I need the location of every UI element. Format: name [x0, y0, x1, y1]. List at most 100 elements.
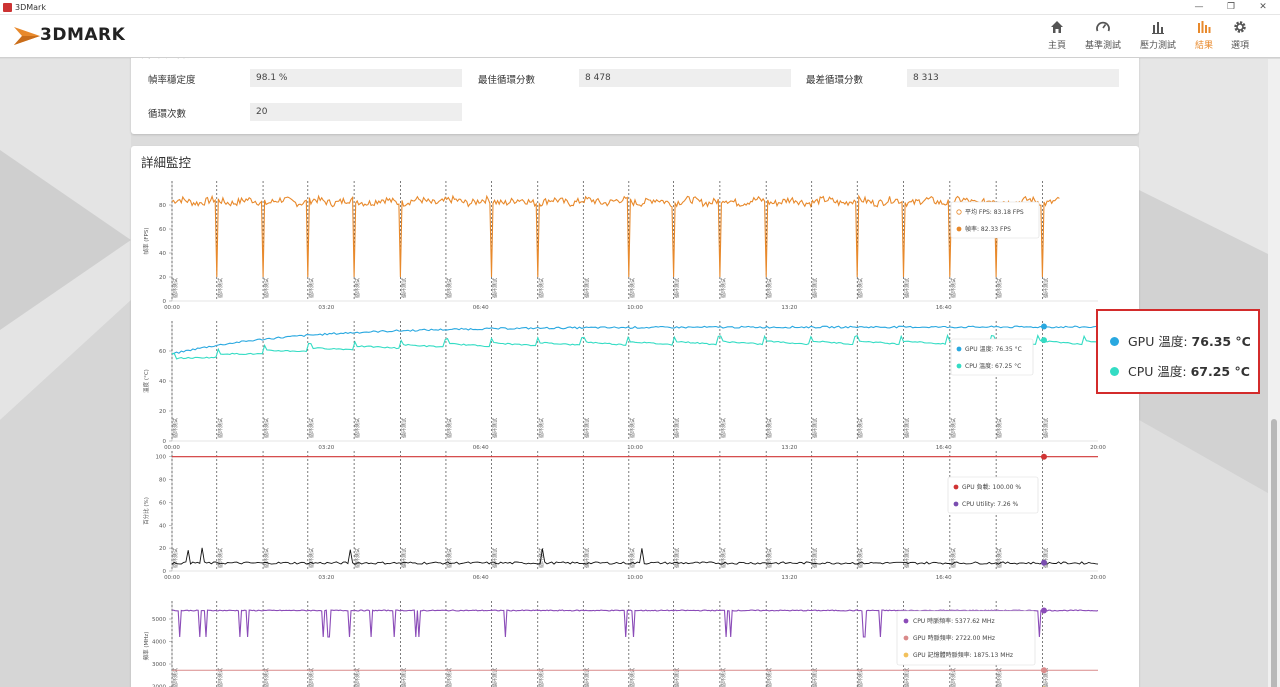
loop-marker-label: 循环测试 — [629, 548, 636, 568]
callout-cpu-temp-name: CPU 溫度: — [1128, 364, 1187, 379]
cpu-util-cursor-dot — [1040, 559, 1047, 566]
y-tick-label: 40 — [159, 523, 166, 529]
stat-value-framerate-stability: 98.1 % — [250, 69, 462, 87]
fps-legend-box — [950, 201, 1040, 239]
3dmark-logo-icon — [14, 27, 40, 45]
cpu-clock-cursor-dot — [1040, 607, 1047, 614]
monitoring-charts[interactable]: 0 20 40 60 80 幀率 (FPS) 00:00 03:20 06:40 10:00 13:… — [131, 146, 1139, 687]
home-icon — [1051, 21, 1063, 33]
fps-legend-dot — [956, 226, 962, 232]
cpu-clock-legend-text: CPU 時脈頻率: 5377.62 MHz — [913, 617, 995, 625]
loop-marker-label: 循环测试 — [766, 278, 773, 298]
x-tick-label: 06:40 — [473, 445, 489, 451]
cpu-util-legend-text: CPU Utility: 7.26 % — [962, 501, 1019, 508]
loop-marker-label: 循环测试 — [308, 668, 315, 687]
x-tick-label: 00:00 — [164, 445, 180, 451]
loop-marker-label: 循环测试 — [766, 418, 773, 438]
loop-marker-label: 循环测试 — [996, 278, 1003, 298]
scrollbar-thumb[interactable] — [1271, 419, 1277, 687]
y-tick-label: 20 — [159, 546, 166, 552]
close-button[interactable]: ✕ — [1259, 2, 1267, 12]
gpu-temp-dot — [1110, 337, 1119, 346]
loop-marker-label: 循环测试 — [674, 668, 681, 687]
y-axis-label: 百分比 (%) — [142, 497, 150, 525]
loop-marker-label: 循环测试 — [629, 278, 636, 298]
nav-results-label: 結果 — [1194, 41, 1213, 51]
fps-series-line — [171, 194, 1060, 278]
loop-marker-label: 循环测试 — [217, 278, 224, 298]
y-tick-label: 60 — [159, 227, 166, 233]
nav-benchmarks[interactable]: 基準測試 — [1078, 19, 1128, 51]
loop-marker-label: 循环测试 — [172, 418, 179, 438]
loop-marker-label: 循环测试 — [446, 548, 453, 568]
gpu-temp-series-line — [171, 325, 1099, 355]
loop-marker-label: 循环测试 — [491, 668, 498, 687]
cpu-util-legend-dot — [953, 501, 959, 507]
y-tick-label: 40 — [159, 251, 166, 257]
x-tick-label: 13:20 — [781, 305, 797, 311]
y-axis-label: 幀率 (FPS) — [142, 227, 150, 254]
loop-marker-label: 循环测试 — [857, 668, 864, 687]
loop-marker-label: 循环测试 — [263, 548, 270, 568]
loop-marker-label: 循环测试 — [857, 548, 864, 568]
y-tick-label: 60 — [159, 349, 166, 355]
loop-marker-label: 循环测试 — [996, 668, 1003, 687]
nav-stress-tests[interactable]: 壓力測試 — [1133, 19, 1183, 51]
stat-value-worst-loop: 8 313 — [907, 69, 1119, 87]
loop-marker-label: 循环测试 — [720, 278, 727, 298]
x-tick-label: 06:40 — [473, 575, 489, 581]
temp-legend-box — [950, 338, 1034, 376]
avg-fps-legend-text: 平均 FPS: 83.18 FPS — [965, 208, 1024, 216]
gpu-clock-legend-dot — [903, 635, 909, 641]
loop-marker-label: 循环测试 — [720, 548, 727, 568]
loop-marker-label: 循环测试 — [583, 548, 590, 568]
loop-marker-label: 循环测试 — [583, 418, 590, 438]
y-tick-label: 80 — [159, 203, 166, 209]
nav-home[interactable]: 主頁 — [1032, 19, 1082, 51]
clock-legend-box — [896, 610, 1036, 666]
y-tick-label: 100 — [156, 455, 167, 461]
nav-options-label: 選項 — [1230, 41, 1249, 51]
x-tick-label: 20:00 — [1090, 445, 1106, 451]
loop-marker-label: 循环测试 — [446, 278, 453, 298]
x-tick-label: 03:20 — [318, 575, 334, 581]
loop-marker-label: 循环测试 — [950, 668, 957, 687]
gpu-temp-legend-dot — [956, 346, 962, 352]
nav-results[interactable]: 結果 — [1179, 19, 1229, 51]
x-tick-label: 10:00 — [627, 445, 643, 451]
y-tick-label: 40 — [159, 379, 166, 385]
util-legend-box — [947, 476, 1039, 514]
y-tick-label: 0 — [163, 439, 167, 445]
loop-marker-label: 循环测试 — [354, 278, 361, 298]
loop-marker-label: 循环测试 — [217, 418, 224, 438]
loop-marker-label: 循环测试 — [1042, 418, 1049, 438]
results-icon — [1198, 21, 1211, 33]
stat-label-framerate-stability: 幀率穩定度 — [148, 75, 196, 86]
avg-fps-legend-dot — [956, 209, 962, 215]
y-tick-label: 60 — [159, 500, 166, 506]
loop-marker-label: 循环测试 — [674, 278, 681, 298]
loop-marker-label: 循环测试 — [400, 668, 407, 687]
gpu-load-legend-text: GPU 負載: 100.00 % — [962, 483, 1021, 491]
app-icon — [3, 3, 12, 12]
loop-marker-label: 循环测试 — [812, 278, 819, 298]
x-tick-label: 10:00 — [627, 305, 643, 311]
mem-clock-legend-text: GPU 記憶體時脈頻率: 1875.13 MHz — [913, 651, 1013, 659]
minimize-button[interactable]: — — [1194, 2, 1204, 12]
x-tick-label: 03:20 — [318, 305, 334, 311]
nav-options[interactable]: 選項 — [1215, 19, 1265, 51]
page-scrollbar[interactable] — [1268, 59, 1280, 687]
loop-marker-label: 循环测试 — [491, 278, 498, 298]
loop-marker-label: 循环测试 — [674, 418, 681, 438]
loop-marker-label: 循环测试 — [491, 548, 498, 568]
loop-marker-label: 循环测试 — [538, 668, 545, 687]
maximize-button[interactable]: ❐ — [1226, 2, 1236, 12]
loop-marker-label: 循环测试 — [308, 418, 315, 438]
cpu-clock-legend-dot — [903, 618, 909, 624]
temperature-callout: GPU 溫度: 76.35 °C CPU 溫度: 67.25 °C — [1096, 309, 1260, 394]
callout-gpu-temp-value: 76.35 °C — [1191, 334, 1251, 349]
loop-marker-label: 循环测试 — [674, 548, 681, 568]
callout-gpu-temp-name: GPU 溫度: — [1128, 334, 1188, 349]
stat-label-worst-loop: 最差循環分數 — [806, 75, 864, 86]
